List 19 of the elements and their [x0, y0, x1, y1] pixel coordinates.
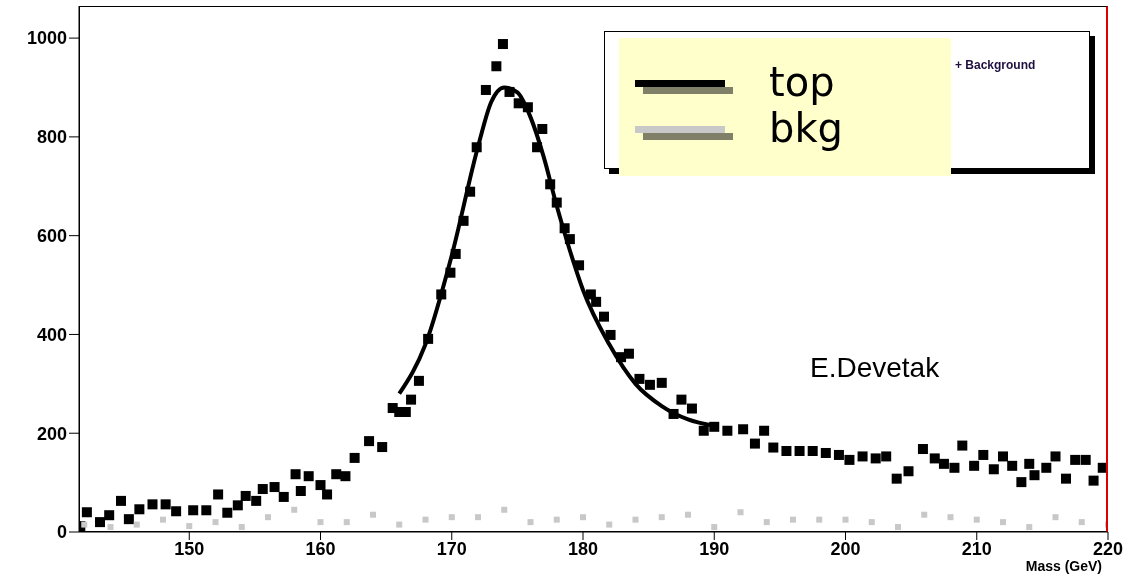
x-tick-label: 210	[961, 538, 992, 559]
x-axis-title: Mass (GeV)	[1025, 558, 1102, 574]
x-tick-label: 150	[174, 538, 205, 559]
x-tick-label: 180	[567, 538, 599, 559]
x-tick-label: 170	[436, 538, 467, 559]
x-tick-label: 200	[830, 538, 861, 559]
y-tick-label: 0	[56, 522, 67, 543]
y-tick-label: 400	[36, 324, 67, 345]
y-tick-label: 1000	[26, 28, 67, 49]
x-tick-label: 190	[699, 538, 730, 559]
x-tick-label: 160	[305, 538, 336, 559]
x-tick-label: 220	[1092, 538, 1124, 559]
annotation: + Background	[955, 58, 1036, 72]
annotation: E.Devetak	[810, 352, 940, 384]
y-tick-label: 800	[36, 127, 67, 148]
legend-label: bkg	[769, 105, 843, 151]
legend-label: top	[769, 59, 835, 105]
y-tick-label: 600	[36, 226, 67, 247]
y-tick-label: 200	[36, 423, 67, 444]
